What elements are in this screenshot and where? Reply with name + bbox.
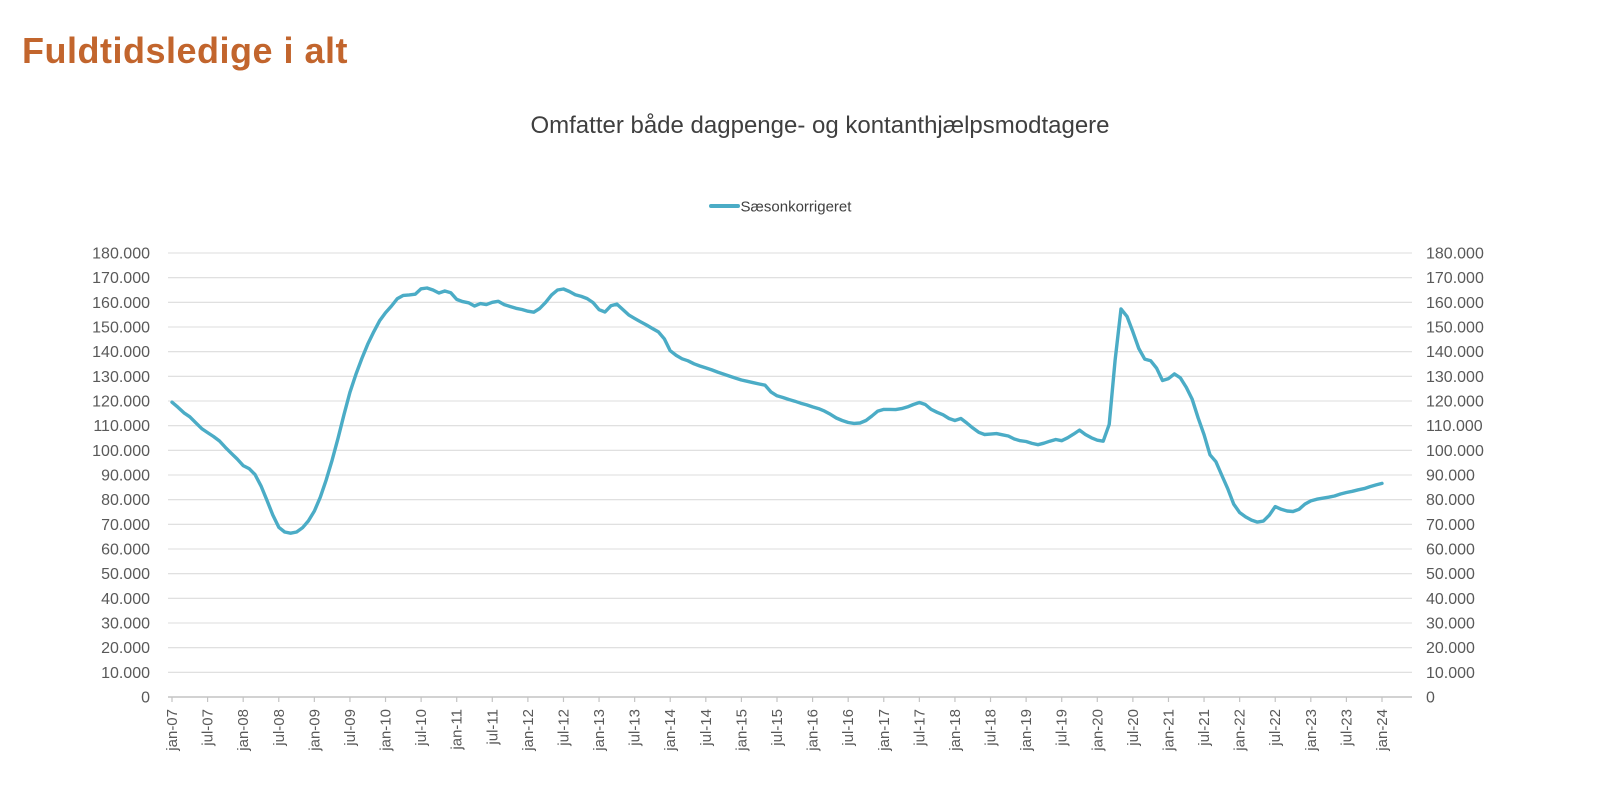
x-tick-label: jan-15 — [733, 709, 750, 752]
x-tick-label: jul-17 — [911, 709, 928, 747]
x-tick-label: jul-23 — [1338, 709, 1355, 747]
x-tick-label: jul-19 — [1054, 709, 1071, 747]
y-tick-label-left: 110.000 — [93, 418, 150, 435]
x-tick-label: jan-17 — [876, 709, 893, 752]
legend-line-swatch — [708, 203, 740, 209]
x-tick-label: jan-11 — [449, 709, 466, 751]
x-tick-label: jul-15 — [769, 709, 786, 747]
y-tick-label-left: 60.000 — [101, 542, 150, 559]
x-tick-label: jul-12 — [555, 709, 572, 747]
y-tick-label-left: 10.000 — [101, 665, 150, 682]
y-tick-label-right: 130.000 — [1426, 369, 1484, 386]
x-tick-label: jul-07 — [200, 709, 217, 747]
x-tick-label: jan-13 — [591, 709, 608, 752]
x-tick-label: jul-11 — [484, 709, 501, 746]
x-tick-label: jan-21 — [1160, 709, 1177, 752]
x-tick-label: jan-23 — [1303, 709, 1320, 752]
y-tick-label-left: 140.000 — [92, 344, 150, 361]
x-tick-label: jan-12 — [520, 709, 537, 752]
y-tick-label-right: 70.000 — [1426, 517, 1475, 534]
x-tick-label: jul-21 — [1196, 709, 1213, 747]
y-tick-label-right: 10.000 — [1426, 665, 1475, 682]
y-tick-label-right: 140.000 — [1426, 344, 1484, 361]
y-tick-label-right: 120.000 — [1426, 394, 1484, 411]
y-tick-label-right: 20.000 — [1426, 640, 1475, 657]
y-tick-label-right: 180.000 — [1426, 246, 1484, 263]
series-line-saesonkorrigeret — [170, 286, 1384, 535]
x-tick-label: jul-16 — [840, 709, 857, 747]
y-tick-label-right: 150.000 — [1426, 320, 1484, 337]
x-tick-label: jul-18 — [983, 709, 1000, 747]
y-tick-label-left: 120.000 — [92, 394, 150, 411]
y-tick-label-right: 170.000 — [1426, 270, 1484, 287]
page-title: Fuldtidsledige i alt — [22, 30, 349, 71]
y-tick-label-left: 170.000 — [92, 270, 150, 287]
x-tick-label: jan-08 — [235, 709, 252, 752]
x-tick-label: jan-14 — [662, 709, 679, 752]
y-tick-label-right: 40.000 — [1426, 591, 1475, 608]
x-tick-label: jan-22 — [1232, 709, 1249, 752]
chart-subtitle: Omfatter både dagpenge- og kontanthjælps… — [530, 112, 1110, 139]
y-tick-label-right: 100.000 — [1426, 443, 1484, 460]
x-tick-label: jan-16 — [805, 709, 822, 752]
y-tick-label-right: 110.000 — [1426, 418, 1483, 435]
y-tick-label-left: 80.000 — [101, 492, 150, 509]
y-tick-label-left: 0 — [141, 690, 150, 707]
y-tick-label-right: 0 — [1426, 690, 1435, 707]
x-tick-label: jan-07 — [164, 709, 181, 752]
y-tick-label-right: 80.000 — [1426, 492, 1475, 509]
x-tick-label: jul-20 — [1125, 709, 1142, 747]
x-tick-label: jan-10 — [378, 709, 395, 752]
x-tick-label: jan-24 — [1374, 709, 1391, 752]
y-tick-label-left: 160.000 — [92, 295, 150, 312]
y-tick-label-right: 90.000 — [1426, 468, 1475, 485]
y-tick-label-left: 180.000 — [92, 246, 150, 263]
x-tick-label: jul-14 — [698, 709, 715, 747]
y-tick-label-left: 30.000 — [101, 616, 150, 633]
y-tick-label-left: 90.000 — [101, 468, 150, 485]
y-tick-label-right: 60.000 — [1426, 542, 1475, 559]
x-tick-label: jul-08 — [271, 709, 288, 747]
chart-legend: Sæsonkorrigeret — [170, 198, 1390, 216]
y-tick-label-left: 20.000 — [101, 640, 150, 657]
y-tick-label-left: 150.000 — [92, 320, 150, 337]
x-tick-label: jul-13 — [627, 709, 644, 747]
x-tick-label: jul-09 — [342, 709, 359, 747]
legend-label: Sæsonkorrigeret — [740, 198, 852, 216]
x-tick-label: jul-10 — [413, 709, 430, 747]
y-tick-label-right: 30.000 — [1426, 616, 1475, 633]
y-tick-label-left: 100.000 — [92, 443, 150, 460]
x-tick-label: jan-18 — [947, 709, 964, 752]
y-tick-label-left: 50.000 — [101, 566, 150, 583]
y-tick-label-right: 160.000 — [1426, 295, 1484, 312]
x-tick-label: jan-19 — [1018, 709, 1035, 752]
x-tick-label: jan-20 — [1089, 709, 1106, 752]
x-tick-label: jan-09 — [306, 709, 323, 752]
y-tick-label-left: 40.000 — [101, 591, 150, 608]
y-tick-label-right: 50.000 — [1426, 566, 1475, 583]
y-tick-label-left: 70.000 — [101, 517, 150, 534]
y-tick-label-left: 130.000 — [92, 369, 150, 386]
x-tick-label: jul-22 — [1267, 709, 1284, 747]
